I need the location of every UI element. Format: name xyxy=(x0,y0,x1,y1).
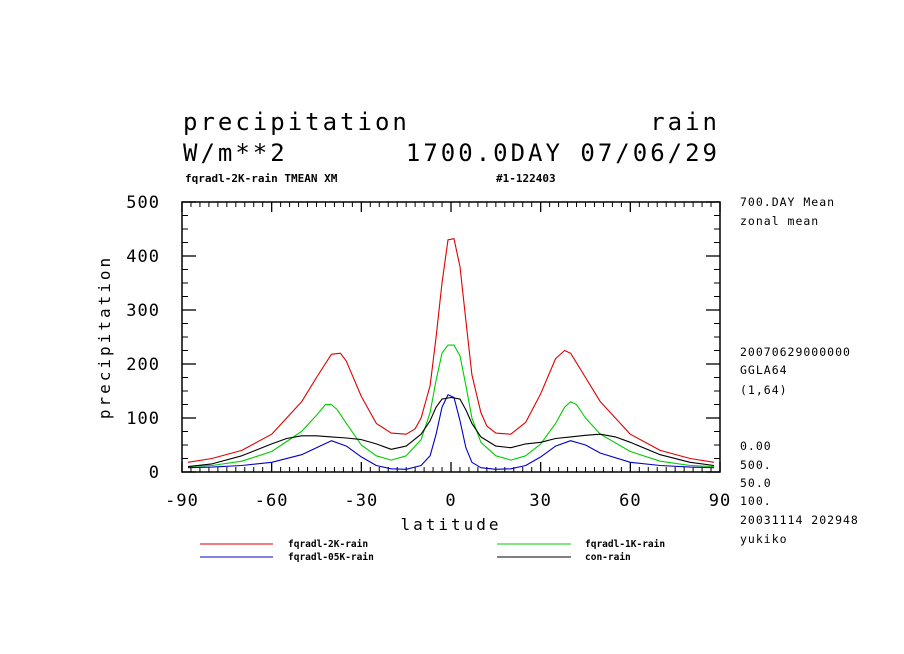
side-info-user: yukiko xyxy=(740,532,788,546)
legend-label-fqradl-05K-rain: fqradl-05K-rain xyxy=(288,552,374,563)
axis-ticks xyxy=(181,201,721,473)
run-id-label: #1-122403 xyxy=(496,172,556,185)
series-line-fqradl-05K-rain xyxy=(187,394,715,470)
series-line-fqradl-1K-rain xyxy=(187,344,715,468)
y-tick-label: 200 xyxy=(126,355,160,375)
units-label: W/m**2 xyxy=(183,139,288,167)
side-info-v4: 100. xyxy=(740,494,772,508)
y-tick-label: 300 xyxy=(126,301,160,321)
y-tick-label: 400 xyxy=(126,247,160,267)
time-label: 1700.0DAY 07/06/29 xyxy=(406,139,720,167)
variable-title: precipitation xyxy=(183,108,410,136)
y-axis-label: precipitation xyxy=(95,255,114,419)
series-line-fqradl-2K-rain xyxy=(187,238,715,463)
side-info-grid: GGLA64 xyxy=(740,363,788,377)
series-line-con-rain xyxy=(187,396,715,468)
plot-frame xyxy=(181,201,721,473)
x-tick-label: -60 xyxy=(255,491,289,511)
side-info-stamp: 20031114 202948 xyxy=(740,513,859,527)
side-info-v1: 0.00 xyxy=(740,439,772,453)
x-tick-label: -90 xyxy=(165,491,199,511)
x-axis-label: latitude xyxy=(400,515,501,534)
y-tick-label: 0 xyxy=(149,463,160,483)
x-tick-label: 90 xyxy=(709,491,731,511)
x-tick-label: 60 xyxy=(619,491,641,511)
side-info-date: 20070629000000 xyxy=(740,345,851,359)
legend-label-fqradl-2K-rain: fqradl-2K-rain xyxy=(288,539,368,550)
legend-label-fqradl-1K-rain: fqradl-1K-rain xyxy=(585,539,665,550)
side-info-zonal: zonal mean xyxy=(740,214,819,228)
x-tick-label: 0 xyxy=(445,491,456,511)
side-info-range: (1,64) xyxy=(740,383,788,397)
x-tick-label: -30 xyxy=(344,491,378,511)
y-tick-label: 500 xyxy=(126,193,160,213)
series-lines xyxy=(187,238,715,470)
legend-label-con-rain: con-rain xyxy=(585,552,631,563)
y-tick-label: 100 xyxy=(126,409,160,429)
tick-labels: -90 -60 -30 0 30 60 90 0 100 200 300 400 500 xyxy=(126,193,731,511)
variable-name: rain xyxy=(650,108,720,136)
side-info-v2: 500. xyxy=(740,458,772,472)
legend: fqradl-2K-rain fqradl-1K-rain fqradl-05K-r… xyxy=(200,539,665,563)
experiment-label: fqradl-2K-rain TMEAN XM xyxy=(185,172,338,185)
side-info-mean: 700.DAY Mean xyxy=(740,195,835,209)
side-info-v3: 50.0 xyxy=(740,476,772,490)
x-tick-label: 30 xyxy=(529,491,551,511)
